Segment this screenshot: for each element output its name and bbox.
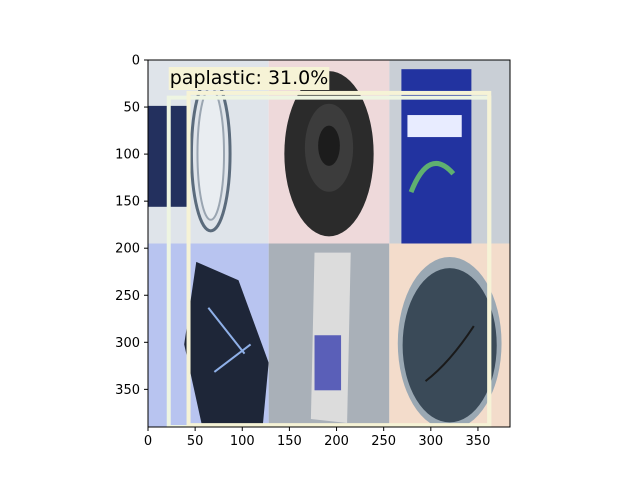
- jar-mouth: [196, 86, 226, 221]
- wrapper-body: [401, 69, 472, 244]
- packet-body: [184, 261, 269, 427]
- x-tick-label: 100: [230, 434, 255, 449]
- wrapper-text-band: [407, 115, 462, 138]
- x-tick-label: 150: [277, 434, 302, 449]
- y-tick-label: 300: [115, 336, 140, 351]
- detection-label-text: plastic: 31.0%: [193, 67, 328, 89]
- image-tile-tin-can: [389, 243, 510, 427]
- detection-boxes: [166, 90, 492, 427]
- y-tick-label: 150: [115, 195, 140, 210]
- x-tick-label: 350: [466, 434, 491, 449]
- detection-labels: paplastic: 31.0%: [168, 67, 330, 90]
- detection-label: paplastic: 31.0%: [170, 67, 329, 89]
- axes: 0 50 100 150 200 250 300 350 0 50 100 150 200 250 300 3…: [115, 54, 511, 449]
- image-tile-plastic-bag: [268, 243, 390, 427]
- x-tick-label: 300: [418, 434, 443, 449]
- y-tick-label: 250: [115, 289, 140, 304]
- x-tick-label: 250: [371, 434, 396, 449]
- image-tile-foil-packet: [148, 243, 269, 427]
- image-tile-snack-wrapper: [389, 60, 510, 244]
- x-tick-label: 50: [187, 434, 204, 449]
- x-tick-label: 0: [144, 434, 152, 449]
- can-embossing: [424, 325, 475, 382]
- y-tick-label: 200: [115, 242, 140, 257]
- detection-label-prefix: pa: [170, 67, 194, 89]
- can-lid: [402, 268, 497, 423]
- y-tick-label: 50: [123, 101, 140, 116]
- detection-label-background: [168, 67, 330, 90]
- lid-hub: [318, 125, 340, 166]
- image-tile-metal-lid: [268, 60, 390, 244]
- wrapper-graphic: [408, 161, 456, 194]
- image-layer: [148, 60, 510, 427]
- packet-highlights: [207, 307, 252, 373]
- bag-print: [314, 335, 342, 391]
- x-tick-label: 200: [324, 434, 349, 449]
- plot-frame: [147, 59, 511, 428]
- y-tick-label: 350: [115, 383, 140, 398]
- y-tick-label: 100: [115, 148, 140, 163]
- y-tick-label: 0: [132, 54, 140, 69]
- detection-box-plastic: [186, 90, 492, 427]
